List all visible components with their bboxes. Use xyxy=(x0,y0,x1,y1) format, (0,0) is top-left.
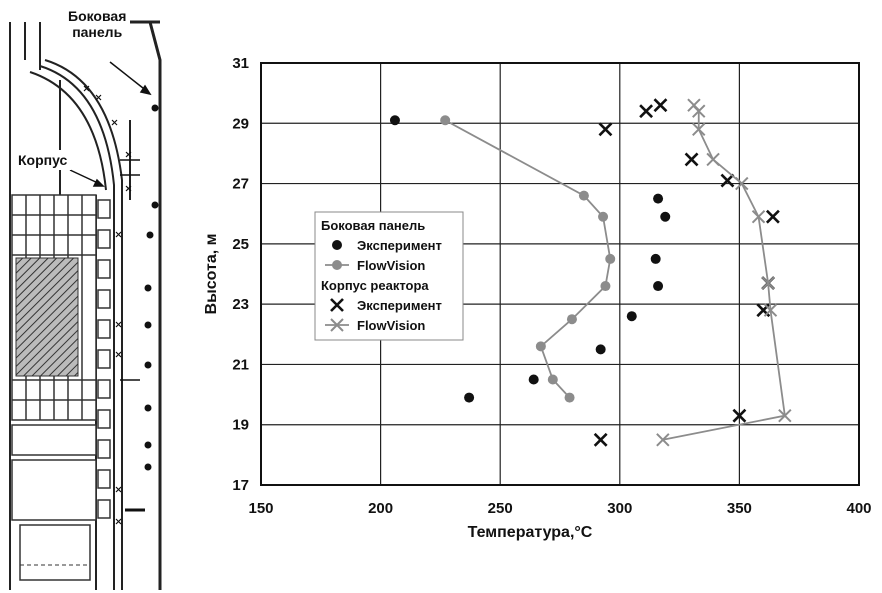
series-line xyxy=(662,104,786,441)
x-tick-label: 200 xyxy=(368,500,393,517)
data-point xyxy=(626,311,637,322)
data-point xyxy=(778,408,792,423)
legend-group-title: Корпус реактора xyxy=(321,278,429,293)
data-point xyxy=(464,392,475,403)
data-point xyxy=(639,104,654,119)
y-tick-label: 25 xyxy=(232,236,249,253)
data-point xyxy=(600,281,611,292)
legend-group-title: Боковая панель xyxy=(321,218,425,233)
data-point xyxy=(656,433,670,447)
x-axis-label: Температура,°C xyxy=(468,524,593,541)
chart-legend: Боковая панель Эксперимент FlowVision Корпу… xyxy=(314,211,464,341)
data-point xyxy=(650,253,661,264)
data-point xyxy=(605,253,616,264)
data-point xyxy=(684,152,699,167)
y-tick-label: 27 xyxy=(232,176,249,193)
x-tick-label: 400 xyxy=(846,500,871,517)
y-tick-label: 19 xyxy=(232,417,249,434)
y-axis-label: Высота, м xyxy=(203,234,220,315)
series-flowvision xyxy=(440,115,616,403)
data-point xyxy=(720,173,735,188)
data-point xyxy=(566,314,577,325)
x-tick-label: 300 xyxy=(607,500,632,517)
data-point xyxy=(595,344,606,355)
x-tick-label: 250 xyxy=(488,500,513,517)
legend-entry: FlowVision xyxy=(357,318,425,333)
data-point xyxy=(528,374,539,385)
data-point xyxy=(535,341,546,352)
series-line xyxy=(444,119,612,399)
data-point xyxy=(578,190,589,201)
data-point xyxy=(653,193,664,204)
data-point xyxy=(440,115,451,126)
reactor-schematic xyxy=(9,20,162,590)
data-point xyxy=(660,211,671,222)
y-tick-label: 17 xyxy=(232,477,249,494)
body-label: Корпус xyxy=(14,150,72,170)
x-tick-label: 350 xyxy=(727,500,752,517)
legend-box xyxy=(314,211,464,341)
legend-marker xyxy=(330,298,344,312)
data-point xyxy=(653,98,668,113)
legend-marker xyxy=(332,260,342,270)
y-tick-label: 29 xyxy=(232,115,249,132)
y-tick-label: 31 xyxy=(232,55,249,72)
axis-ticks: 150 200 250 300 350 400 17 19 21 23 25 27 29 31 xyxy=(232,55,871,517)
side-panel-label: Боковая панель xyxy=(64,6,131,42)
series-experiment xyxy=(389,115,671,403)
data-point xyxy=(547,374,558,385)
series-flowvision xyxy=(656,98,792,447)
legend-marker xyxy=(330,318,344,332)
y-tick-label: 21 xyxy=(232,356,249,373)
data-point xyxy=(706,152,720,167)
chart-series xyxy=(389,98,792,447)
data-point xyxy=(598,211,609,222)
data-point xyxy=(653,281,664,292)
data-point xyxy=(751,210,766,224)
data-point xyxy=(735,176,749,191)
data-point xyxy=(692,122,706,137)
data-point xyxy=(692,104,706,118)
data-point xyxy=(389,115,400,126)
legend-entry: Эксперимент xyxy=(357,238,442,253)
legend-marker xyxy=(332,240,342,250)
data-point xyxy=(765,209,780,224)
data-point xyxy=(564,392,575,403)
legend-entry: Эксперимент xyxy=(357,298,442,313)
plot-frame xyxy=(260,62,860,486)
data-point xyxy=(598,122,613,137)
chart-grid xyxy=(260,62,860,486)
data-point xyxy=(763,303,778,317)
y-tick-label: 23 xyxy=(232,296,249,313)
data-point xyxy=(732,408,747,423)
legend-entry: FlowVision xyxy=(357,258,425,273)
temperature-height-chart: 150 200 250 300 350 400 17 19 21 23 25 27 29 31 Темпе… xyxy=(203,55,872,541)
series-experiment xyxy=(593,98,780,447)
data-point xyxy=(761,276,775,290)
x-tick-label: 150 xyxy=(248,500,273,517)
data-point xyxy=(593,432,608,447)
